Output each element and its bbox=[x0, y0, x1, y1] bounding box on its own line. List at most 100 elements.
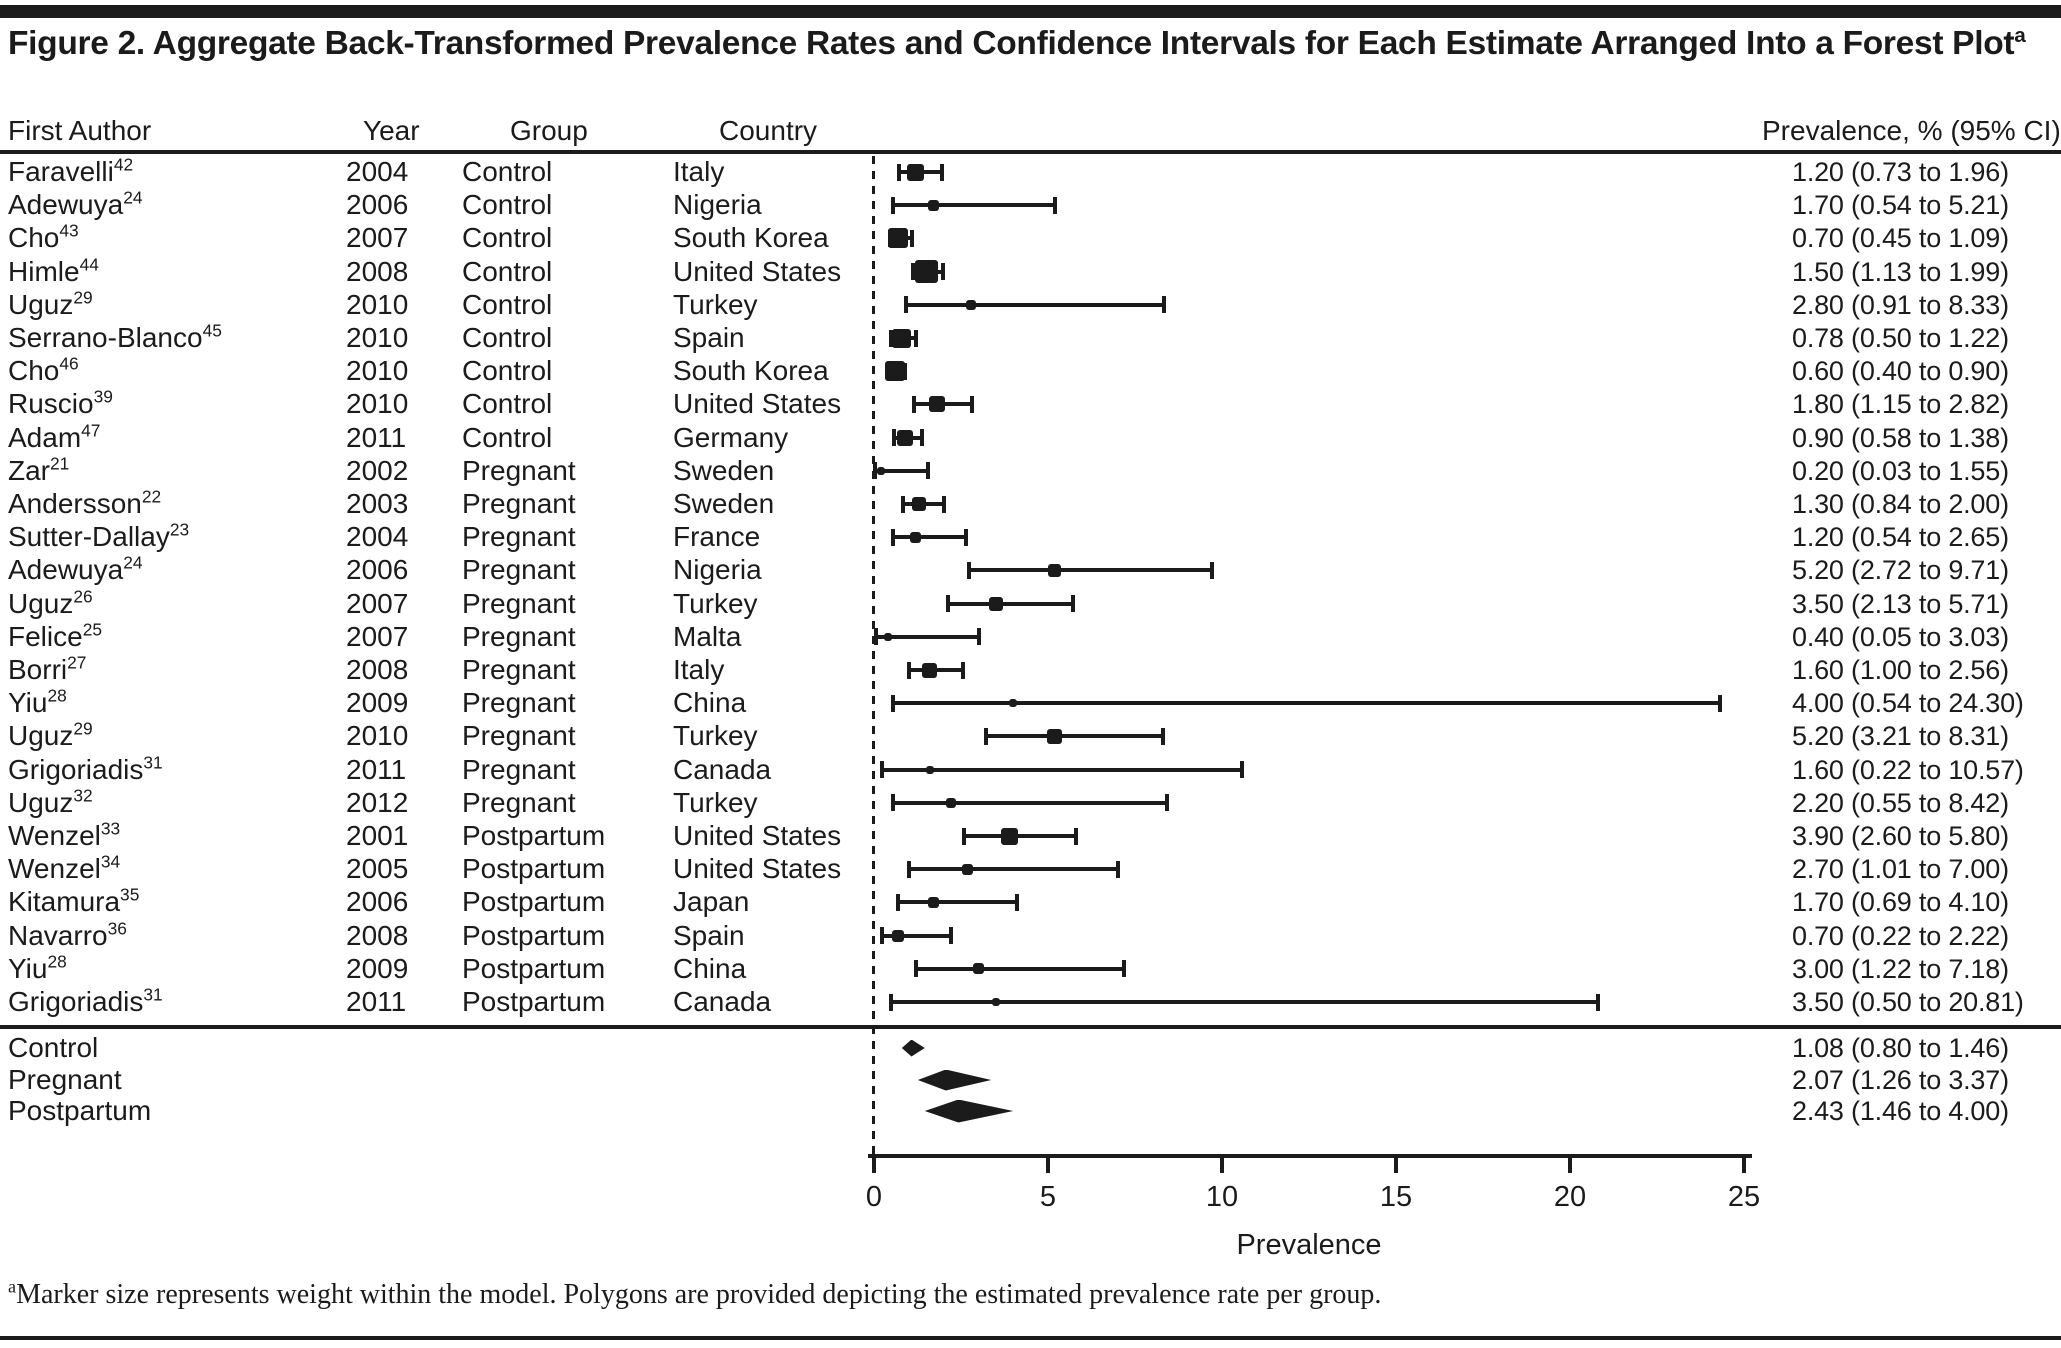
study-year: 2006 bbox=[346, 886, 409, 918]
ci-cap-left bbox=[891, 794, 896, 812]
study-country: Spain bbox=[673, 322, 745, 353]
summary-diamond bbox=[924, 1099, 1014, 1123]
study-group: Postpartum bbox=[462, 886, 606, 918]
ci-cap-right bbox=[941, 263, 946, 281]
study-year: 2004 bbox=[346, 521, 409, 553]
study-year: 2008 bbox=[346, 255, 409, 287]
point-estimate-marker bbox=[1047, 728, 1063, 744]
study-ref-superscript: 47 bbox=[81, 420, 101, 441]
study-ref-superscript: 23 bbox=[169, 519, 190, 540]
study-year: 2007 bbox=[346, 587, 409, 619]
point-estimate-marker bbox=[962, 863, 974, 875]
study-group: Control bbox=[462, 421, 553, 453]
study-ref-superscript: 31 bbox=[143, 984, 163, 1005]
study-year: 2010 bbox=[346, 288, 409, 320]
point-estimate-marker bbox=[1048, 563, 1062, 577]
study-country: France bbox=[673, 521, 761, 553]
summary-prevalence-ci: 2.43 (1.46 to 4.00) bbox=[1792, 1096, 2009, 1126]
axis-tick-label: 20 bbox=[1553, 1181, 1587, 1213]
point-estimate-marker bbox=[1009, 699, 1018, 708]
study-ref-superscript: 42 bbox=[113, 154, 134, 175]
ci-cap-right bbox=[1115, 860, 1120, 878]
study-prevalence-ci: 0.78 (0.50 to 1.22) bbox=[1792, 323, 2009, 353]
ci-cap-left bbox=[896, 893, 900, 911]
study-prevalence-ci: 0.60 (0.40 to 0.90) bbox=[1792, 356, 2009, 387]
study-country: Japan bbox=[673, 886, 750, 918]
axis-tick bbox=[1220, 1158, 1224, 1173]
study-country: Nigeria bbox=[673, 189, 762, 221]
ci-cap-right bbox=[977, 628, 982, 646]
confidence-interval-line bbox=[968, 568, 1212, 573]
ci-cap-right bbox=[1161, 296, 1166, 314]
point-estimate-marker bbox=[991, 998, 1000, 1006]
point-estimate-marker bbox=[876, 466, 885, 475]
ci-cap-right bbox=[1014, 893, 1019, 911]
ci-cap-right bbox=[1209, 561, 1214, 579]
study-prevalence-ci: 3.90 (2.60 to 5.80) bbox=[1792, 821, 2009, 851]
ci-cap-right bbox=[903, 362, 908, 380]
study-ref-superscript: 44 bbox=[79, 254, 99, 275]
confidence-interval-line bbox=[909, 867, 1118, 872]
study-author: Uguz32 bbox=[8, 785, 93, 818]
ci-cap-left bbox=[890, 694, 895, 712]
ci-cap-left bbox=[897, 163, 902, 181]
footnote-superscript: a bbox=[8, 1276, 17, 1297]
x-axis-line bbox=[868, 1154, 1752, 1158]
study-author: Adewuya24 bbox=[8, 187, 143, 221]
point-estimate-marker bbox=[912, 497, 927, 511]
study-prevalence-ci: 1.60 (0.22 to 10.57) bbox=[1792, 754, 2024, 785]
ci-cap-right bbox=[1053, 196, 1058, 214]
study-year: 2011 bbox=[346, 986, 407, 1017]
study-group: Postpartum bbox=[462, 820, 606, 851]
ci-cap-left bbox=[983, 727, 988, 745]
confidence-interval-line bbox=[892, 701, 1720, 706]
axis-tick bbox=[1742, 1158, 1746, 1173]
study-group: Pregnant bbox=[462, 620, 576, 652]
ci-cap-right bbox=[961, 661, 966, 679]
ci-cap-left bbox=[889, 993, 894, 1011]
study-country: United States bbox=[673, 853, 842, 885]
study-author: Uguz26 bbox=[8, 586, 93, 619]
study-prevalence-ci: 4.00 (0.54 to 24.30) bbox=[1792, 688, 2024, 719]
ci-cap-right bbox=[920, 429, 925, 447]
study-prevalence-ci: 1.30 (0.84 to 2.00) bbox=[1792, 489, 2009, 519]
ci-cap-left bbox=[873, 628, 878, 646]
study-country: South Korea bbox=[673, 355, 829, 387]
point-estimate-marker bbox=[892, 929, 905, 942]
study-author: Adewuya24 bbox=[8, 553, 143, 586]
study-country: China bbox=[673, 952, 747, 984]
point-estimate-marker bbox=[1001, 827, 1019, 845]
col-header-first-author: First Author bbox=[8, 115, 152, 146]
ci-cap-left bbox=[912, 395, 917, 413]
ci-cap-right bbox=[1073, 827, 1078, 845]
study-country: United States bbox=[673, 388, 842, 420]
ci-cap-right bbox=[1239, 761, 1244, 779]
axis-tick bbox=[1394, 1158, 1398, 1173]
point-estimate-marker bbox=[922, 662, 938, 678]
study-author: Yiu28 bbox=[8, 951, 67, 984]
study-group: Pregnant bbox=[462, 687, 576, 719]
study-country: Germany bbox=[673, 421, 789, 453]
study-author: Wenzel34 bbox=[8, 851, 121, 885]
study-country: Turkey bbox=[673, 786, 758, 818]
axis-tick-label: 5 bbox=[1039, 1181, 1057, 1213]
study-prevalence-ci: 1.20 (0.73 to 1.96) bbox=[1792, 157, 2009, 187]
study-country: Turkey bbox=[673, 288, 758, 320]
study-prevalence-ci: 2.70 (1.01 to 7.00) bbox=[1792, 854, 2009, 885]
study-author: Ruscio39 bbox=[8, 387, 113, 420]
summary-group-label: Pregnant bbox=[8, 1064, 122, 1095]
ci-cap-left bbox=[890, 528, 895, 546]
ci-cap-left bbox=[879, 927, 884, 945]
study-year: 2006 bbox=[346, 189, 409, 221]
summary-diamond bbox=[901, 1039, 925, 1057]
study-author: Andersson22 bbox=[8, 486, 162, 519]
study-prevalence-ci: 2.80 (0.91 to 8.33) bbox=[1792, 289, 2009, 320]
ci-cap-right bbox=[970, 395, 975, 413]
study-country: United States bbox=[673, 255, 842, 287]
study-author: Yiu28 bbox=[8, 685, 67, 719]
study-prevalence-ci: 1.70 (0.54 to 5.21) bbox=[1792, 190, 2009, 221]
study-group: Control bbox=[462, 288, 553, 320]
ci-cap-left bbox=[892, 429, 897, 447]
study-year: 2007 bbox=[346, 222, 409, 254]
point-estimate-marker bbox=[910, 531, 922, 543]
